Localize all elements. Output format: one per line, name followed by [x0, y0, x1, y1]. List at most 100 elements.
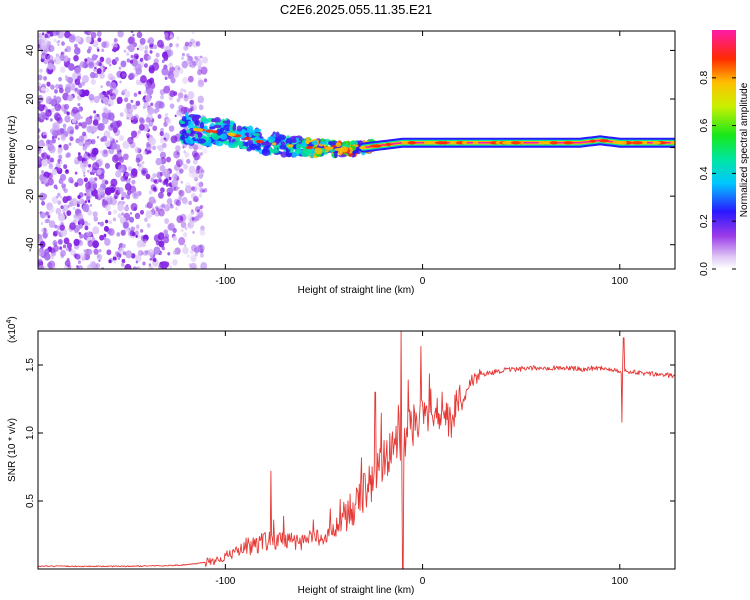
- noise-blob: [150, 257, 154, 261]
- noise-blob: [122, 140, 130, 149]
- noise-blob: [96, 68, 102, 75]
- noise-blob: [158, 178, 162, 183]
- noise-blob: [199, 229, 206, 236]
- noise-blob: [188, 41, 193, 47]
- noise-blob: [163, 236, 170, 244]
- noise-blob: [200, 152, 203, 156]
- spectrogram-y-tick-label: 0: [25, 144, 36, 150]
- noise-blob: [101, 112, 107, 118]
- noise-blob: [182, 198, 189, 206]
- noise-blob: [77, 264, 84, 269]
- noise-blob: [123, 49, 127, 53]
- noise-blob: [86, 125, 93, 133]
- ridge-blob: [295, 143, 303, 150]
- noise-blob: [38, 33, 43, 38]
- snr-y-axis: 0.5 1.0 1.5: [25, 358, 675, 508]
- noise-blob: [128, 72, 135, 80]
- noise-blob: [180, 228, 184, 233]
- noise-blob: [82, 146, 87, 151]
- noise-blob: [141, 161, 145, 165]
- noise-blob: [148, 121, 154, 127]
- noise-blob: [67, 76, 74, 84]
- noise-blob: [138, 90, 142, 95]
- ridge-blob: [253, 128, 262, 133]
- noise-blob: [145, 210, 153, 219]
- ridge-blob: [246, 128, 253, 134]
- noise-blob: [142, 99, 145, 102]
- noise-blob: [76, 203, 80, 208]
- noise-blob: [112, 127, 118, 133]
- noise-blob: [84, 58, 88, 63]
- noise-blob: [134, 212, 141, 220]
- noise-blob: [157, 114, 162, 119]
- noise-blob: [172, 69, 180, 78]
- noise-blob: [148, 265, 154, 269]
- ridge-blob: [238, 130, 244, 135]
- noise-blob: [61, 179, 64, 183]
- noise-blob: [76, 254, 81, 260]
- noise-blob: [186, 253, 190, 258]
- noise-blob: [63, 265, 69, 269]
- spectrogram-x-tick-label: 0: [420, 276, 426, 287]
- noise-blob: [96, 113, 100, 118]
- ridge-hotspot: [324, 146, 334, 150]
- ridge-blob: [310, 151, 314, 159]
- noise-blob: [120, 175, 126, 182]
- noise-blob: [40, 86, 45, 92]
- noise-blob: [41, 200, 46, 206]
- noise-blob: [177, 186, 180, 190]
- snr-x-tick-label: 100: [611, 576, 628, 587]
- noise-blob: [65, 169, 69, 173]
- ridge-blob: [213, 124, 222, 129]
- noise-blob: [51, 168, 57, 176]
- noise-blob: [147, 55, 152, 61]
- noise-blob: [77, 212, 83, 220]
- noise-blob: [92, 211, 98, 218]
- noise-blob: [53, 56, 61, 65]
- noise-blob: [195, 41, 201, 47]
- noise-blob: [77, 194, 81, 200]
- noise-blob: [178, 68, 184, 75]
- noise-blob: [68, 176, 74, 184]
- noise-blob: [102, 135, 108, 142]
- noise-blob: [116, 120, 122, 127]
- spectrogram-plot: -100 0 100 -40 -20 0 20 40 Height of straight …: [7, 30, 676, 296]
- noise-blob: [149, 50, 153, 54]
- noise-blob: [53, 184, 58, 189]
- noise-blob: [183, 164, 188, 170]
- noise-blob: [50, 84, 55, 90]
- noise-blob: [40, 221, 44, 225]
- noise-blob: [147, 37, 155, 45]
- noise-blob: [168, 176, 172, 181]
- noise-blob: [107, 112, 115, 121]
- noise-blob: [110, 92, 117, 100]
- noise-blob: [138, 116, 144, 123]
- noise-blob: [169, 90, 176, 98]
- noise-blob: [145, 132, 150, 138]
- spectrogram-x-tick-label: 100: [611, 276, 628, 287]
- noise-blob: [38, 128, 41, 133]
- noise-blob: [49, 118, 53, 122]
- noise-blob: [80, 121, 87, 129]
- noise-blob: [39, 192, 47, 201]
- noise-blob: [134, 146, 141, 154]
- noise-blob: [71, 106, 79, 114]
- ridge-hotspot: [359, 146, 366, 150]
- snr-x-tick-label: -100: [215, 576, 235, 587]
- ridge-blob: [195, 120, 199, 125]
- noise-blob: [144, 217, 148, 223]
- noise-blob: [133, 206, 137, 211]
- snr-x-axis: -100 0 100: [215, 331, 629, 587]
- noise-blob: [191, 186, 195, 191]
- noise-blob: [78, 122, 82, 127]
- ridge-blob: [210, 132, 218, 137]
- noise-blob: [122, 221, 129, 229]
- noise-blob: [74, 182, 79, 188]
- noise-blob: [163, 55, 169, 61]
- noise-blob: [130, 99, 134, 104]
- noise-blob: [88, 93, 95, 101]
- noise-blob: [118, 156, 125, 164]
- colorbar-label: Normalized spectral amplitude: [739, 82, 750, 217]
- noise-blob: [130, 119, 134, 123]
- noise-blob: [49, 128, 55, 134]
